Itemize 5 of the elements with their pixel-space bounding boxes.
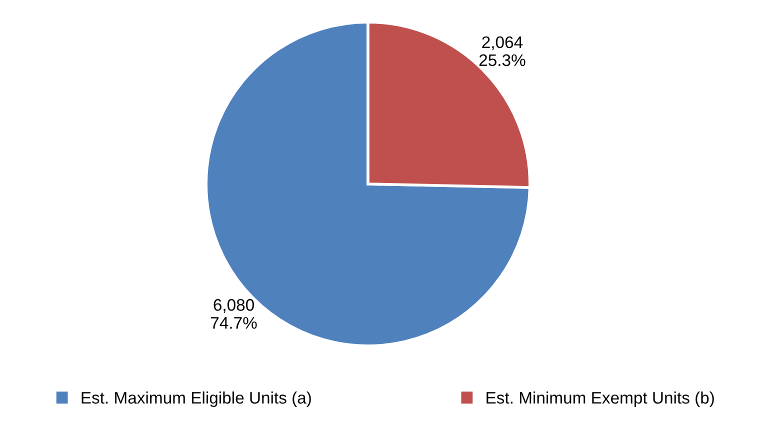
legend-label: Est. Minimum Exempt Units (b): [486, 391, 714, 407]
legend-label: Est. Maximum Eligible Units (a): [82, 391, 311, 407]
data-label: 6,080 74.7%: [211, 299, 257, 329]
data-label: 2,064 25.3%: [479, 36, 526, 66]
pie-slice: [204, 20, 532, 348]
